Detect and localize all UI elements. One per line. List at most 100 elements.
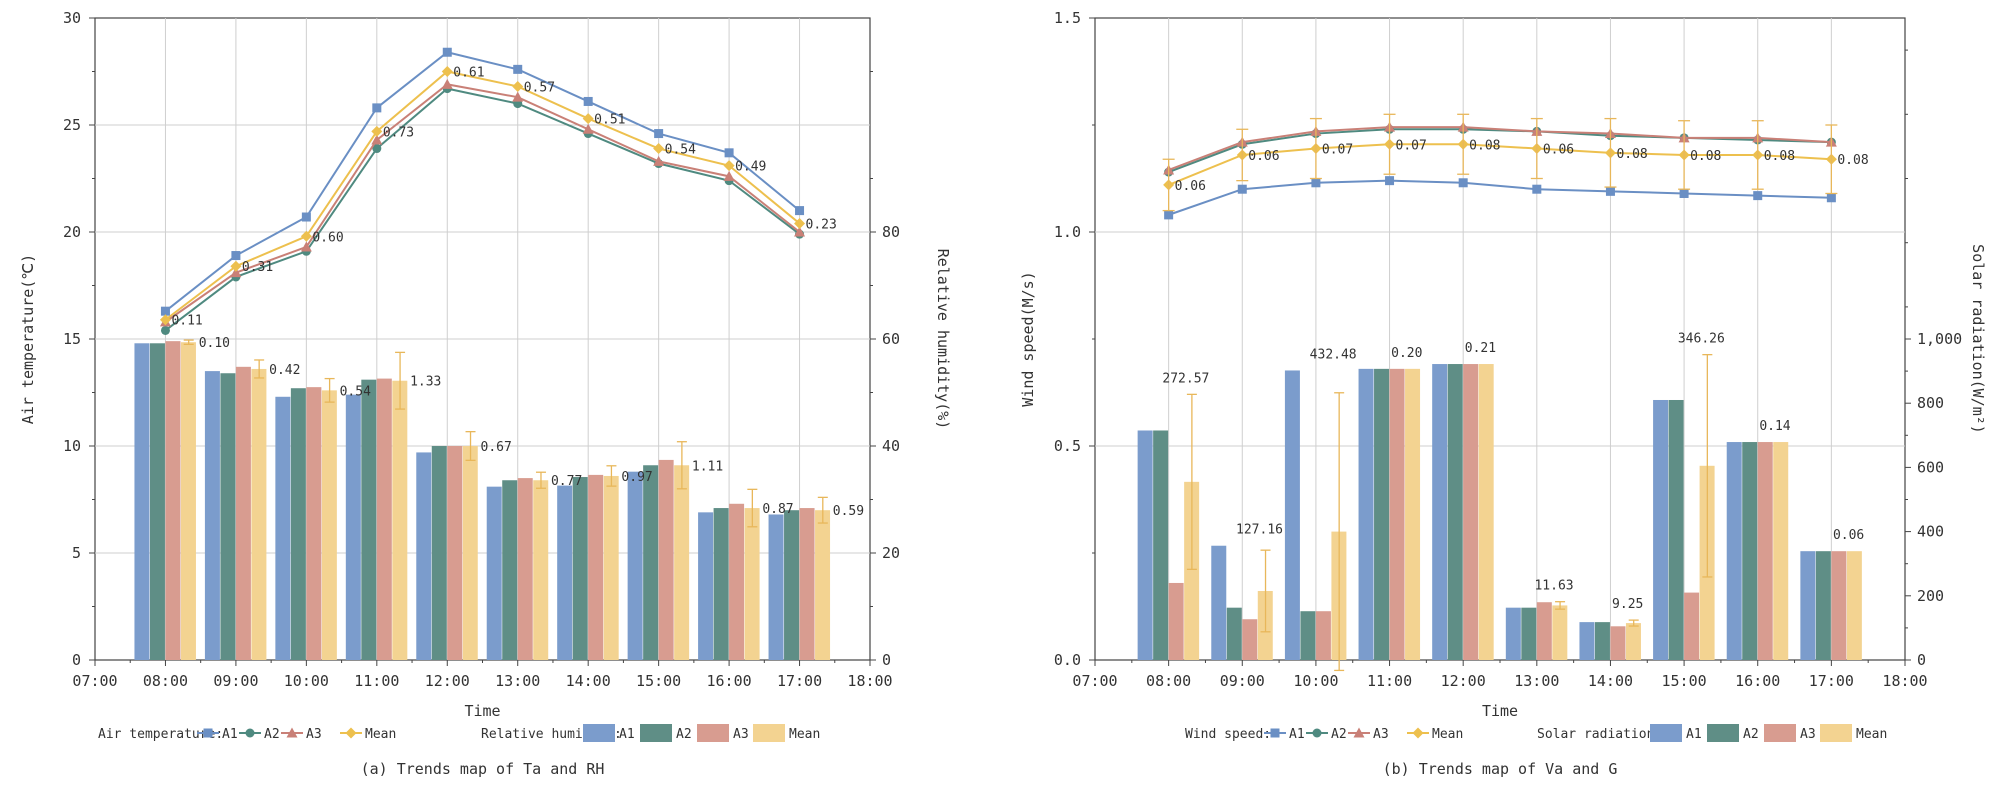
- point-A1-10:00: [301, 212, 311, 222]
- point-Mean-13:00: [512, 80, 524, 92]
- y-left-tick-label: 20: [63, 223, 81, 241]
- point-A3-13:00: [512, 91, 524, 102]
- x-tick-label: 12:00: [425, 672, 470, 690]
- legend-bar-label: A1: [619, 727, 635, 742]
- bar-A1-12:00: [1432, 364, 1448, 660]
- x-tick-label: 14:00: [566, 672, 611, 690]
- bar-data-label: 432.48: [1310, 347, 1357, 362]
- x-tick-label: 10:00: [284, 672, 329, 690]
- legend-marker: [1312, 728, 1322, 738]
- point-A1-16:00: [724, 148, 734, 158]
- bar-Mean-10:00: [321, 390, 337, 660]
- legend-bar-label: Mean: [1856, 727, 1887, 742]
- line-data-label: 0.07: [1322, 143, 1353, 158]
- y-right-axis-label: Solar radiation(W/m²): [1969, 244, 1987, 434]
- bar-A3-13:00: [517, 478, 533, 660]
- y-right-tick-label: 1,000: [1917, 330, 1962, 348]
- legend-line-label: A3: [1373, 727, 1389, 742]
- legend-bar-swatch: [1650, 724, 1682, 742]
- point-A3-16:00: [723, 170, 735, 181]
- x-tick-label: 16:00: [1735, 672, 1780, 690]
- legend-bar-label: A1: [1686, 727, 1702, 742]
- legend-bar-label: Mean: [789, 727, 820, 742]
- point-A3-09:00: [230, 267, 242, 278]
- bar-data-label: 0.77: [551, 474, 582, 489]
- bar-Mean-11:00: [392, 380, 408, 660]
- line-data-label: 0.57: [524, 80, 555, 95]
- bar-A2-11:00: [361, 379, 377, 660]
- bar-A3-10:00: [1315, 611, 1331, 660]
- y-left-tick-label: 0.0: [1054, 651, 1081, 669]
- point-A1-12:00: [442, 47, 452, 57]
- bar-A1-16:00: [698, 512, 714, 660]
- bar-A3-08:00: [1168, 582, 1184, 660]
- x-tick-label: 07:00: [72, 672, 117, 690]
- point-A1-15:00: [1679, 188, 1689, 198]
- bar-A3-09:00: [235, 366, 251, 660]
- bar-A2-12:00: [431, 446, 447, 660]
- bar-A1-14:00: [557, 485, 573, 660]
- bar-A1-10:00: [1284, 370, 1300, 660]
- x-tick-label: 10:00: [1293, 672, 1338, 690]
- bar-A2-14:00: [1594, 622, 1610, 660]
- bar-A1-08:00: [1137, 430, 1153, 660]
- bar-A3-14:00: [588, 474, 604, 660]
- line-Mean: [1168, 143, 1832, 186]
- legend-line-title: Wind speed:: [1185, 727, 1271, 742]
- x-tick-label: 17:00: [1809, 672, 1854, 690]
- legend-bar-swatch: [1707, 724, 1739, 742]
- y-right-tick-label: 80: [882, 223, 900, 241]
- point-Mean-08:00: [159, 314, 171, 326]
- legend-marker: [1412, 727, 1424, 739]
- bar-A1-13:00: [1505, 607, 1521, 660]
- bar-data-label: 0.06: [1833, 528, 1864, 543]
- bar-data-label: 1.33: [410, 375, 441, 390]
- x-axis-label: Time: [1482, 702, 1518, 720]
- point-A1-17:00: [1826, 193, 1836, 203]
- bar-A3-12:00: [1463, 364, 1479, 660]
- line-data-label: 0.60: [312, 230, 343, 245]
- bar-A1-12:00: [416, 452, 432, 660]
- bar-A3-15:00: [1684, 592, 1700, 660]
- bar-Mean-15:00: [674, 465, 690, 660]
- bar-A3-15:00: [658, 459, 674, 660]
- point-A3-14:00: [582, 123, 594, 134]
- line-data-label: 0.06: [1543, 143, 1574, 158]
- bar-A2-15:00: [1668, 399, 1684, 660]
- line-A1: [164, 51, 801, 312]
- y-left-tick-label: 0: [72, 651, 81, 669]
- x-tick-label: 18:00: [847, 672, 892, 690]
- point-A1-11:00: [372, 103, 382, 113]
- legend-bar-label: A2: [1743, 727, 1759, 742]
- bar-Mean-17:00: [815, 510, 831, 660]
- bar-data-label: 0.59: [833, 504, 864, 519]
- x-tick-label: 16:00: [707, 672, 752, 690]
- bar-A2-16:00: [1742, 442, 1758, 660]
- y-right-tick-label: 0: [1917, 651, 1926, 669]
- legend-line-label: A2: [264, 727, 280, 742]
- x-tick-label: 15:00: [1662, 672, 1707, 690]
- legend-bar-title: Solar radiation:: [1537, 727, 1662, 742]
- legend-bar-swatch: [583, 724, 615, 742]
- legend-bar-label: A3: [1800, 727, 1816, 742]
- bar-Mean-17:00: [1846, 551, 1862, 660]
- point-Mean-14:00: [582, 113, 594, 125]
- line-data-label: 0.61: [453, 66, 484, 81]
- line-data-label: 0.08: [1616, 147, 1647, 162]
- figure-caption: (b) Trends map of Va and G: [1383, 760, 1618, 778]
- y-right-tick-label: 20: [882, 544, 900, 562]
- point-A2-11:00: [372, 144, 382, 154]
- point-A1-15:00: [654, 129, 664, 139]
- x-tick-label: 09:00: [213, 672, 258, 690]
- line-data-label: 0.07: [1396, 138, 1427, 153]
- bar-data-label: 127.16: [1236, 523, 1283, 538]
- line-data-label: 0.11: [171, 314, 202, 329]
- chart-2: 07:00 08:00 09:00 10:00 11:00 12:00 13:00 14:00…: [1019, 9, 1987, 778]
- bar-A2-17:00: [784, 510, 800, 660]
- line-data-label: 0.31: [242, 260, 273, 275]
- legend-bar-swatch: [1820, 724, 1852, 742]
- point-A1-10:00: [1311, 178, 1321, 188]
- legend-marker: [345, 727, 357, 739]
- bar-Mean-09:00: [251, 368, 267, 660]
- bar-data-label: 0.87: [762, 502, 793, 517]
